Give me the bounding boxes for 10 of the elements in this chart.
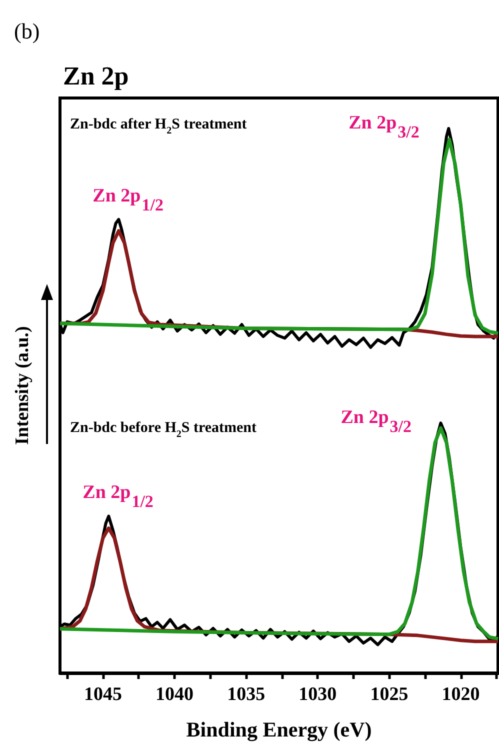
x-axis-title: Binding Energy (eV) <box>186 718 372 742</box>
x-tick-label: 1025 <box>370 684 408 705</box>
chart-title: Zn 2p <box>63 62 129 90</box>
x-tick-label: 1035 <box>227 684 266 705</box>
x-tick-label: 1020 <box>442 684 480 705</box>
text: (b) <box>14 18 40 44</box>
x-tick-label: 1045 <box>84 684 122 705</box>
x-tick-label: 1030 <box>298 684 337 705</box>
x-tick-label: 1040 <box>156 684 194 705</box>
y-axis-title: Intensity (a.u.) <box>12 326 33 445</box>
